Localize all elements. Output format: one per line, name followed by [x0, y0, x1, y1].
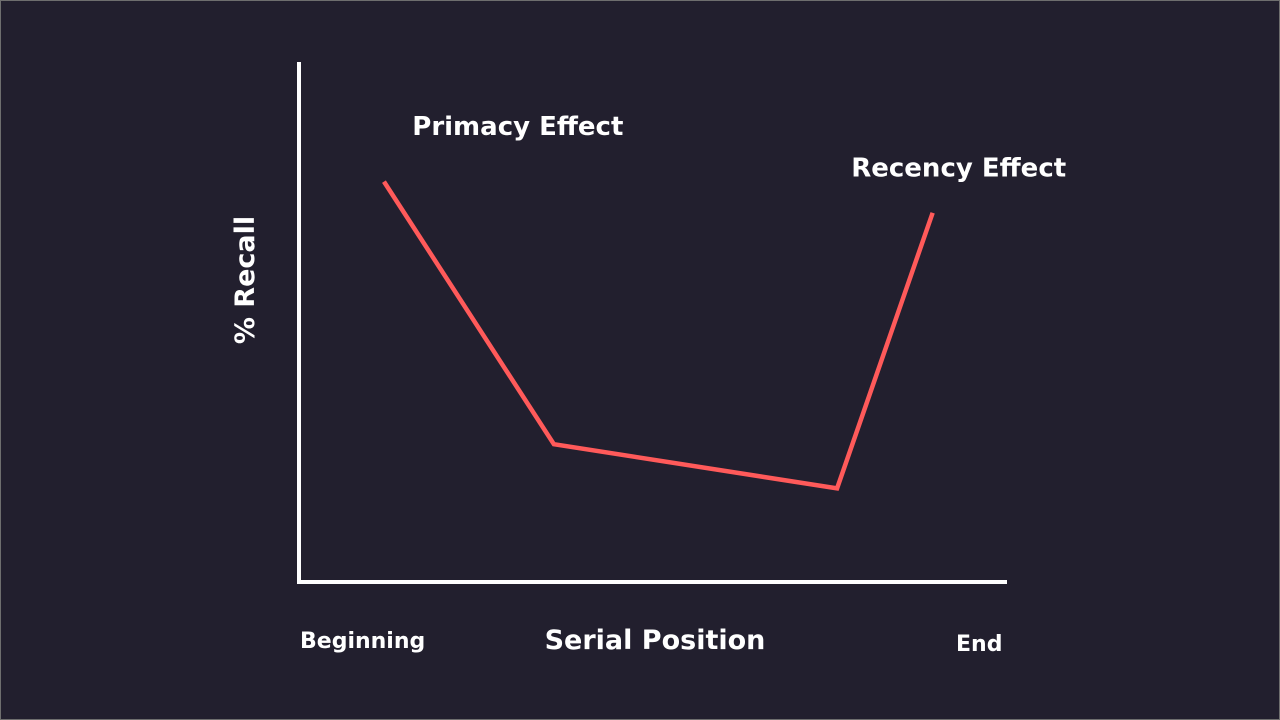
- x-tick-label-beginning: Beginning: [300, 629, 425, 654]
- annotation-primacy: Primacy Effect: [412, 112, 623, 142]
- x-tick-label-end: End: [956, 632, 1002, 657]
- y-axis-label: % Recall: [230, 216, 261, 344]
- x-axis-label: Serial Position: [545, 625, 766, 656]
- annotation-recency: Recency Effect: [851, 153, 1066, 183]
- recall-line: [382, 180, 935, 491]
